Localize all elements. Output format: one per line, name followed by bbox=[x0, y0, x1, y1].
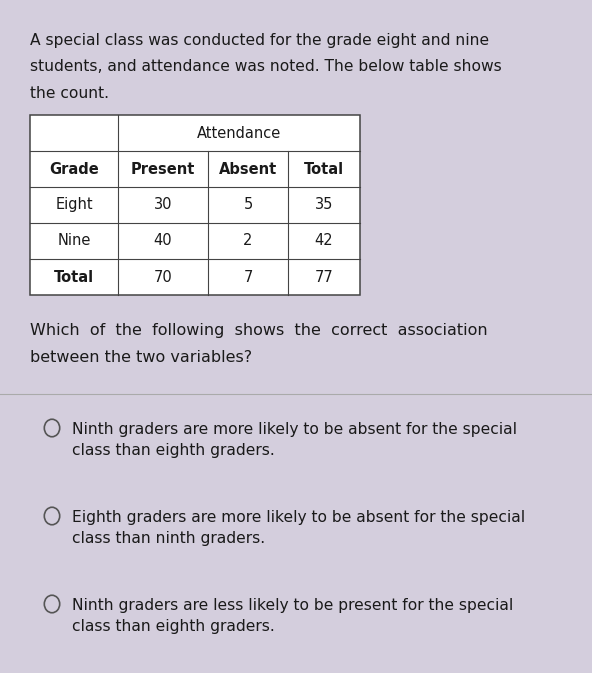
Text: 30: 30 bbox=[154, 197, 172, 213]
Text: 42: 42 bbox=[315, 234, 333, 248]
Text: students, and attendance was noted. The below table shows: students, and attendance was noted. The … bbox=[30, 59, 502, 75]
Text: 77: 77 bbox=[314, 269, 333, 285]
Text: between the two variables?: between the two variables? bbox=[30, 349, 252, 365]
Text: Present: Present bbox=[131, 162, 195, 176]
Text: Ninth graders are less likely to be present for the special
class than eighth gr: Ninth graders are less likely to be pres… bbox=[72, 598, 513, 634]
Text: 2: 2 bbox=[243, 234, 253, 248]
Text: Which  of  the  following  shows  the  correct  association: Which of the following shows the correct… bbox=[30, 323, 488, 338]
Text: Absent: Absent bbox=[219, 162, 277, 176]
Text: 5: 5 bbox=[243, 197, 253, 213]
Text: Total: Total bbox=[54, 269, 94, 285]
Text: 7: 7 bbox=[243, 269, 253, 285]
Text: Grade: Grade bbox=[49, 162, 99, 176]
Text: Attendance: Attendance bbox=[197, 125, 281, 141]
Text: 35: 35 bbox=[315, 197, 333, 213]
Text: Ninth graders are more likely to be absent for the special
class than eighth gra: Ninth graders are more likely to be abse… bbox=[72, 422, 517, 458]
Text: A special class was conducted for the grade eight and nine: A special class was conducted for the gr… bbox=[30, 33, 489, 48]
Text: the count.: the count. bbox=[30, 86, 109, 101]
Text: Nine: Nine bbox=[57, 234, 91, 248]
Text: 40: 40 bbox=[154, 234, 172, 248]
Text: Eight: Eight bbox=[55, 197, 93, 213]
Text: 70: 70 bbox=[154, 269, 172, 285]
Text: Eighth graders are more likely to be absent for the special
class than ninth gra: Eighth graders are more likely to be abs… bbox=[72, 510, 525, 546]
Text: Total: Total bbox=[304, 162, 344, 176]
